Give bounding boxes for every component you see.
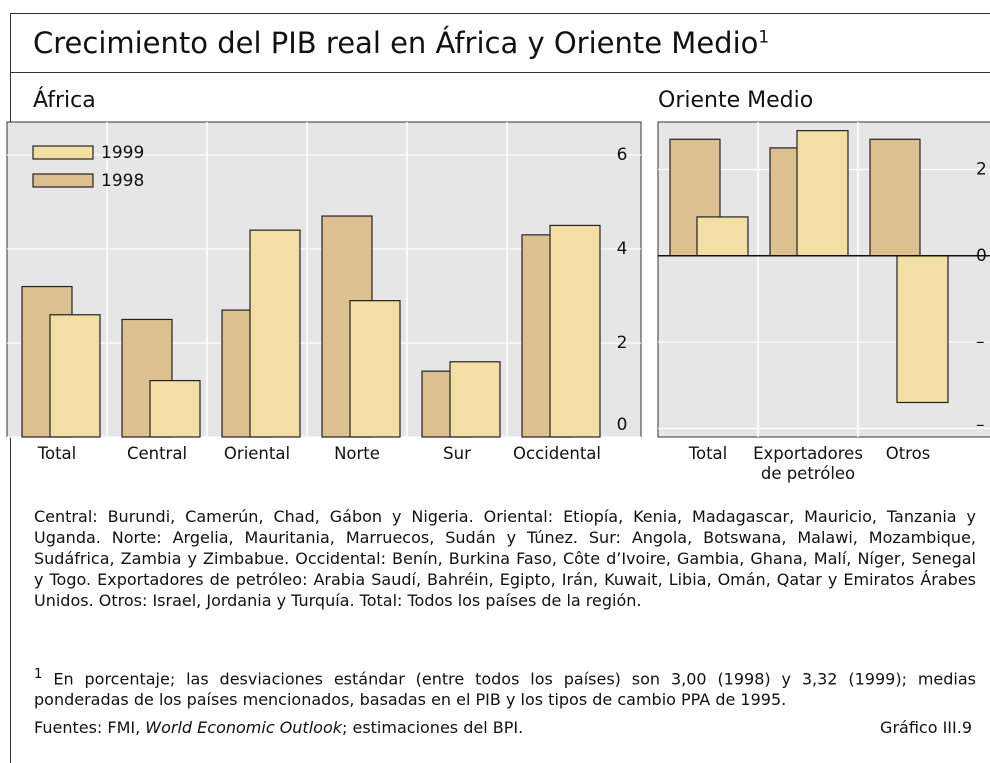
x-tick-label: Otros bbox=[885, 444, 931, 463]
panel-title: África bbox=[33, 88, 96, 113]
x-tick-label: Sur bbox=[443, 444, 471, 463]
panel-title: Oriente Medio bbox=[658, 88, 814, 113]
y-tick-label: 2 bbox=[976, 159, 987, 179]
bar bbox=[49, 314, 101, 438]
separator bbox=[10, 72, 990, 73]
bar bbox=[249, 229, 301, 438]
title-note: 1 bbox=[758, 27, 770, 48]
bar bbox=[349, 300, 401, 438]
notes: Central: Burundi, Camerún, Chad, Gábon y… bbox=[34, 507, 976, 610]
bar bbox=[796, 130, 849, 257]
y-tick-label: 2 bbox=[617, 333, 628, 353]
y-tick-label: 0 bbox=[617, 415, 628, 435]
sources-suffix: ; estimaciones del BPI. bbox=[342, 718, 524, 737]
bar bbox=[869, 138, 921, 257]
legend-swatch bbox=[32, 145, 94, 160]
bar bbox=[549, 224, 601, 438]
y-tick-label: 6 bbox=[617, 145, 628, 165]
footnote: 1 En porcentaje; las desviaciones estánd… bbox=[34, 664, 976, 710]
x-tick-label: Total bbox=[37, 444, 77, 463]
bar bbox=[449, 361, 501, 438]
bar bbox=[149, 379, 201, 438]
title: Crecimiento del PIB real en África y Ori… bbox=[33, 26, 759, 60]
bar bbox=[696, 216, 749, 257]
y-tick-label: – 2 bbox=[976, 332, 990, 352]
x-tick-label: Central bbox=[126, 444, 188, 463]
sources-publication: World Economic Outlook bbox=[145, 718, 342, 737]
footnote-text: En porcentaje; las desviaciones estándar… bbox=[34, 669, 977, 710]
footnote-marker: 1 bbox=[34, 667, 43, 682]
bar bbox=[896, 255, 949, 404]
x-tick-label: Occidental bbox=[513, 444, 601, 463]
legend-swatch bbox=[32, 173, 94, 188]
y-tick-label: – 4 bbox=[976, 415, 990, 435]
chart-label: Gráfico III.9 bbox=[880, 718, 972, 737]
x-tick-label: Exportadores de petróleo bbox=[753, 444, 863, 483]
sources-prefix: Fuentes: FMI, bbox=[34, 718, 146, 737]
x-tick-label: Oriental bbox=[223, 444, 291, 463]
title-row: Crecimiento del PIB real en África y Ori… bbox=[33, 26, 769, 60]
y-tick-label: 4 bbox=[617, 239, 628, 259]
legend-label: 1999 bbox=[101, 143, 144, 163]
x-tick-label: Total bbox=[688, 444, 728, 463]
legend-label: 1998 bbox=[101, 171, 144, 191]
x-tick-label: Norte bbox=[334, 444, 380, 463]
sources: Fuentes: FMI, World Economic Outlook; es… bbox=[34, 718, 523, 737]
